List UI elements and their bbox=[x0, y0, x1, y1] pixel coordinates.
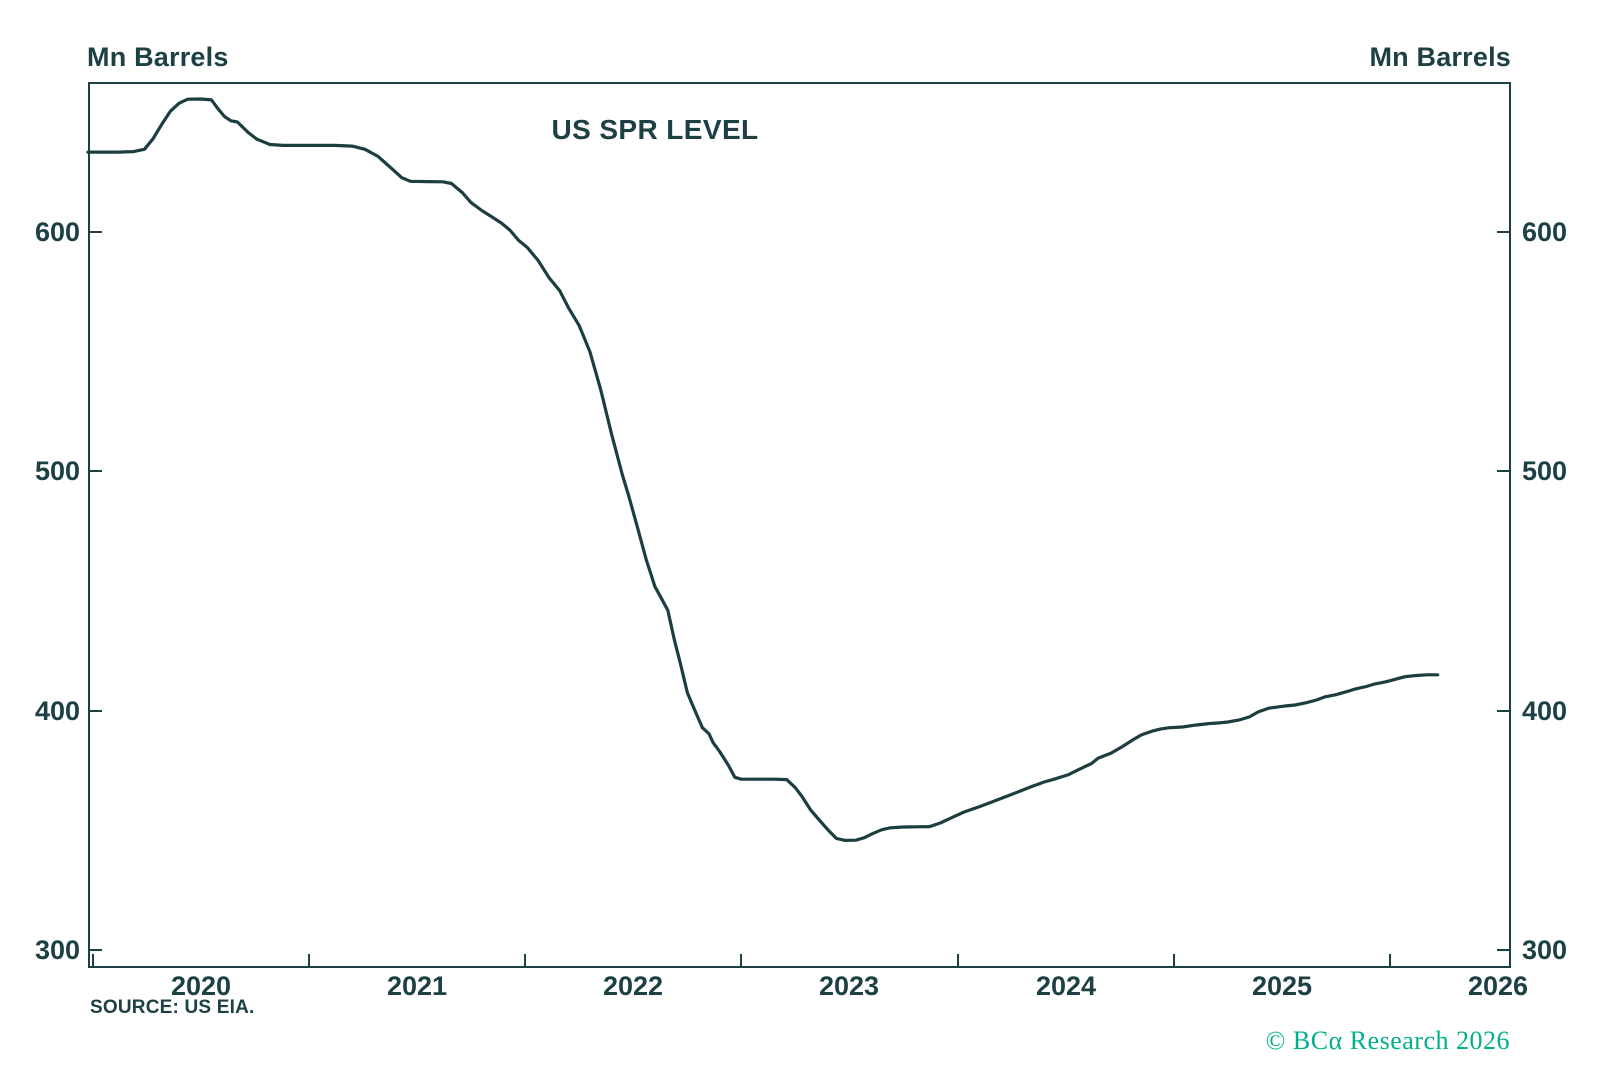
y-tick-label-left: 600 bbox=[34, 217, 80, 247]
y-tick-label-left: 300 bbox=[34, 935, 80, 965]
y-axis-unit-label-right: Mn Barrels bbox=[1369, 42, 1511, 72]
copyright-note: © BCα Research 2026 bbox=[1265, 1026, 1510, 1055]
y-tick-label-right: 600 bbox=[1522, 217, 1568, 247]
y-tick-label-right: 400 bbox=[1522, 696, 1568, 726]
y-tick-label-right: 500 bbox=[1522, 456, 1568, 486]
x-tick-label: 2022 bbox=[602, 971, 664, 1001]
plot-frame bbox=[88, 82, 1511, 968]
y-tick-label-left: 400 bbox=[34, 696, 80, 726]
x-tick-label: 2026 bbox=[1467, 971, 1529, 1001]
source-note: SOURCE: US EIA. bbox=[90, 997, 255, 1018]
x-tick-label: 2021 bbox=[386, 971, 448, 1001]
x-tick-label: 2024 bbox=[1035, 971, 1097, 1001]
x-tick-label: 2025 bbox=[1251, 971, 1313, 1001]
y-tick-label-right: 300 bbox=[1522, 935, 1568, 965]
x-tick-label: 2020 bbox=[170, 971, 232, 1001]
chart-title: US SPR LEVEL bbox=[551, 114, 759, 145]
x-tick-label: 2023 bbox=[818, 971, 880, 1001]
y-axis-unit-label-left: Mn Barrels bbox=[87, 42, 229, 72]
spr-level-line bbox=[86, 97, 1440, 842]
y-tick-label-left: 500 bbox=[34, 456, 80, 486]
